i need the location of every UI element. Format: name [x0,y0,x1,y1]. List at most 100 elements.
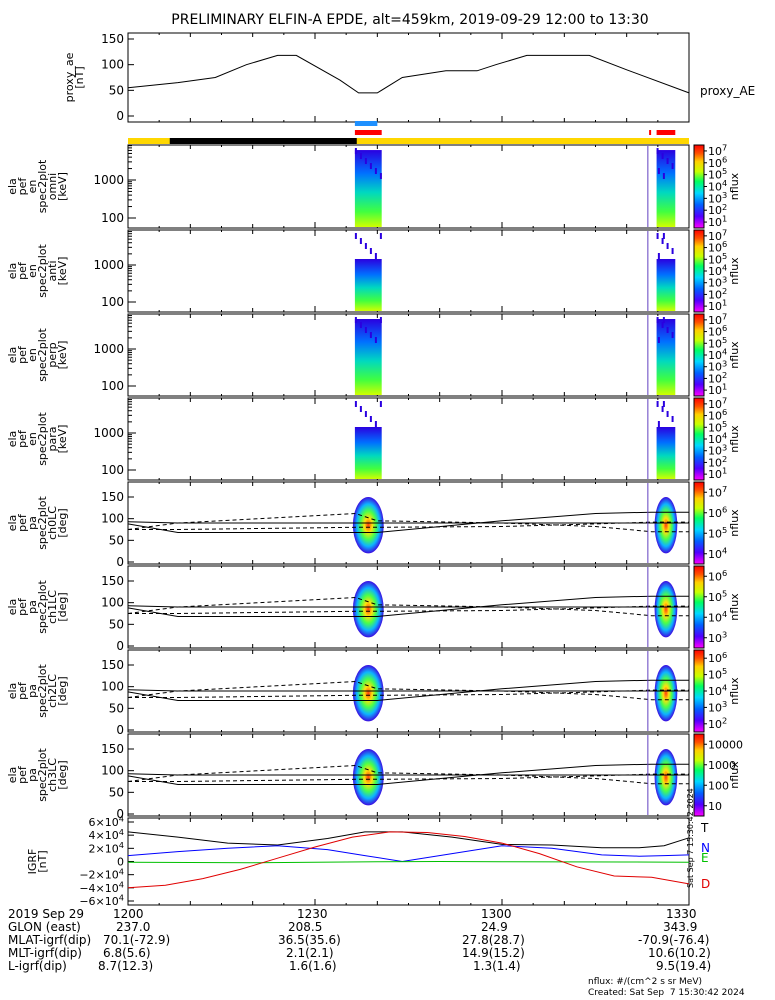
pa-ch1LC-colorbar-tick-label: 106 [708,568,727,583]
pa-ch2LC-colorbar-tick-label: 104 [708,683,727,698]
spec-anti-noise [379,233,382,239]
spec-perp-colorbar-tick-label: 101 [708,382,727,397]
spec-para-noise [364,411,367,417]
spec-anti-colorbar-tick-label: 106 [708,239,727,254]
igrf-series-E [127,860,690,864]
spec-para-noise [369,416,372,422]
spec-omni-ylabel-line: spec2plot [36,159,49,213]
pa-ch3LC-colorbar-tick-label: 10000 [708,738,743,751]
pa-ch0LC-pass-1 [352,497,384,554]
spec-omni-frame [127,144,690,229]
spec-omni-colorbar-tick-label: 107 [708,143,727,158]
spec-perp-noise [359,322,362,328]
spec-para-ylabel-line: pef [16,429,29,448]
pa-ch0LC-ylabel-line: ch0LC [46,506,59,540]
igrf-ytick-label: 6×104 [89,814,124,829]
pa-ch3LC-ytick-label: 0 [116,807,124,821]
spec-anti-colorbar-label: nflux [728,257,741,285]
spec-anti-colorbar-tick-label: 102 [708,286,727,301]
pa-ch0LC-colorbar [693,481,705,565]
spec-omni-noise [661,153,664,159]
spec-perp-pass-2 [656,319,676,395]
pa-ch2LC-ytick-label: 50 [109,701,124,715]
spec-perp-noise [354,317,357,323]
pa-ch0LC-ylabel-line: pa [26,516,39,530]
pa-ch3LC-colorbar-label: nflux [728,761,741,789]
pa-ch3LC-dashed-lower [128,773,689,782]
pa-ch3LC-colorbar-tick-label: 10 [708,800,722,813]
spec-perp-colorbar-tick-label: 104 [708,347,727,362]
igrf-series-D [127,831,690,889]
pa-ch0LC-ylabel-line: [deg] [56,508,69,537]
pa-ch1LC-solid-upper [127,605,689,608]
footer-created: Created: Sat Sep 7 15:30:42 2024 [588,988,745,998]
pa-ch0LC-ylabel-line: ela [6,515,19,532]
igrf-ytick-label: −6×104 [79,893,124,908]
proxy-ae-ytick-label: 0 [116,109,124,123]
spec-para-ytick-label: 1000 [93,426,124,440]
pa-ch1LC-ylabel-line: ch1LC [46,590,59,624]
pa-ch3LC-colorbar [693,733,705,817]
spec-anti-ylabel-line: anti [46,260,59,281]
spec-omni-noise [364,158,367,164]
pa-ch2LC-colorbar-tick-label: 106 [708,650,727,665]
row-mlt-v3: 14.9(15.2) [462,946,525,960]
pa-ch2LC-colorbar-tick-label: 103 [708,699,727,714]
footer-units: nflux: #/(cm^2 s sr MeV) [588,977,702,987]
spec-perp-ytick-label: 1000 [93,342,124,356]
pa-ch0LC-colorbar-tick-label: 104 [708,545,727,560]
spec-para-pass-2 [656,427,676,479]
proxy-ae-label: proxy_AE [700,84,755,98]
spec-perp-noise [666,327,669,333]
pa-ch3LC-colorbar-tick-label: 100 [708,779,729,792]
spec-perp-noise [364,327,367,333]
row-date-v3: 1300 [481,907,512,921]
spec-omni-ylabel-line: en [26,180,39,194]
proxy-ae-ylabel: proxy_ae[nT] [63,52,86,102]
spec-para-noise [359,406,362,412]
igrf-ylabel-line: [nT] [36,850,49,872]
spec-anti-noise [354,233,357,239]
spec-omni-ylabel-line: omni [46,173,59,200]
spec-omni-colorbar-tick-label: 104 [708,178,727,193]
pa-ch2LC-colorbar-label: nflux [728,677,741,705]
spec-anti-noise [666,243,669,249]
igrf-ylabel: IGRF[nT] [26,849,49,875]
spec-omni-ylabel-line: pef [16,177,29,196]
igrf-label-N: N [701,841,710,855]
spec-anti-noise [364,243,367,249]
spec-anti-colorbar-tick-label: 104 [708,263,727,278]
pa-ch1LC-colorbar-tick-label: 103 [708,629,727,644]
pa-ch1LC-ylabel-line: pef [16,597,29,616]
row-mlat-v1: 70.1(-72.9) [103,933,171,947]
spec-omni-ylabel-line: ela [6,178,19,195]
spec-para-noise [374,421,377,427]
pa-ch0LC-ytick-label: 100 [101,512,124,526]
spec-anti-noise [369,248,372,254]
proxy-ae-ylabel-line: proxy_ae [63,52,76,102]
spec-omni-noise [666,158,669,164]
spec-anti-noise [671,248,674,254]
spec-anti-ylabel-line: spec2plot [36,244,49,298]
spec-anti-colorbar [693,229,705,313]
row-l-v3: 1.3(1.4) [473,959,521,973]
spec-omni-noise [671,163,674,169]
spec-para-colorbar-tick-label: 107 [708,395,727,410]
pa-ch3LC-ylabel-line: [deg] [56,760,69,789]
pa-ch0LC-colorbar-tick-label: 106 [708,504,727,519]
spec-para-noise [354,401,357,407]
proxy-ae-ytick-label: 150 [101,32,124,46]
pa-ch2LC-pass-1 [352,665,384,722]
pa-ch2LC-ylabel-line: [deg] [56,676,69,705]
spec-anti-ylabel-line: [keV] [56,257,69,286]
pa-ch0LC-ylabel-line: pef [16,513,29,532]
status-bar-yellow [128,138,689,144]
row-glon-v4: 343.9 [663,920,698,934]
spec-anti-noise [657,253,660,259]
row-date-v2: 1230 [297,907,328,921]
